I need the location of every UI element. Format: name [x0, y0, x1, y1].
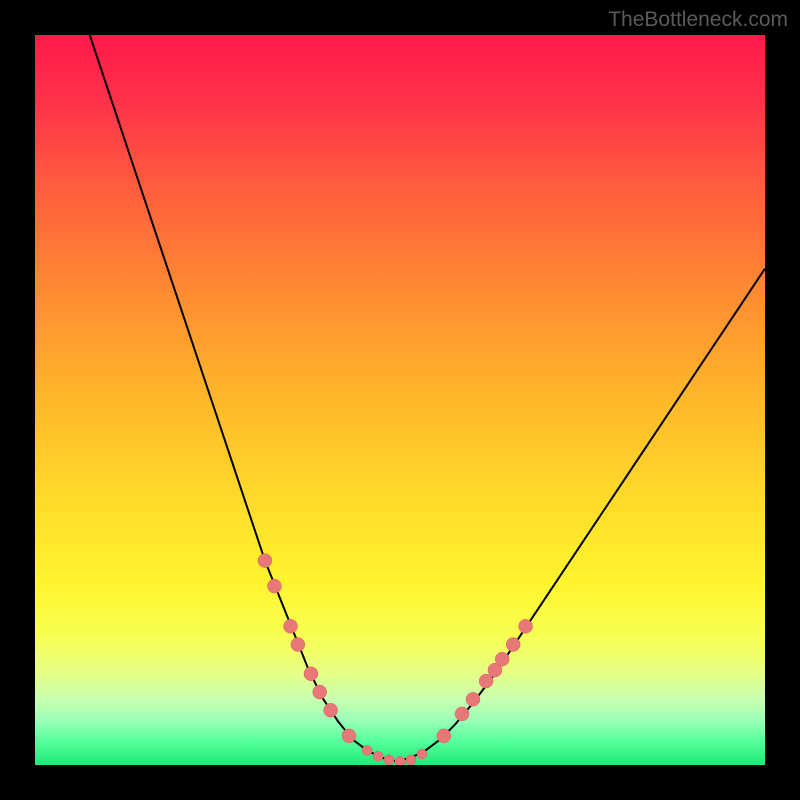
data-marker: [362, 745, 372, 755]
data-marker: [417, 749, 427, 759]
watermark-text: TheBottleneck.com: [608, 8, 788, 32]
data-marker: [455, 707, 469, 721]
data-marker: [313, 685, 327, 699]
marker-group: [258, 554, 533, 765]
data-marker: [406, 755, 416, 765]
data-marker: [395, 756, 405, 765]
curve-left-branch: [90, 35, 397, 761]
data-marker: [258, 554, 272, 568]
curve-layer: [35, 35, 765, 765]
data-marker: [495, 652, 509, 666]
data-marker: [324, 703, 338, 717]
data-marker: [284, 619, 298, 633]
data-marker: [267, 579, 281, 593]
data-marker: [384, 755, 394, 765]
data-marker: [373, 751, 383, 761]
plot-area: [35, 35, 765, 765]
curve-right-branch: [396, 269, 765, 762]
data-marker: [519, 619, 533, 633]
data-marker: [437, 729, 451, 743]
data-marker: [291, 638, 305, 652]
data-marker: [466, 692, 480, 706]
data-marker: [342, 729, 356, 743]
data-marker: [506, 638, 520, 652]
data-marker: [304, 667, 318, 681]
